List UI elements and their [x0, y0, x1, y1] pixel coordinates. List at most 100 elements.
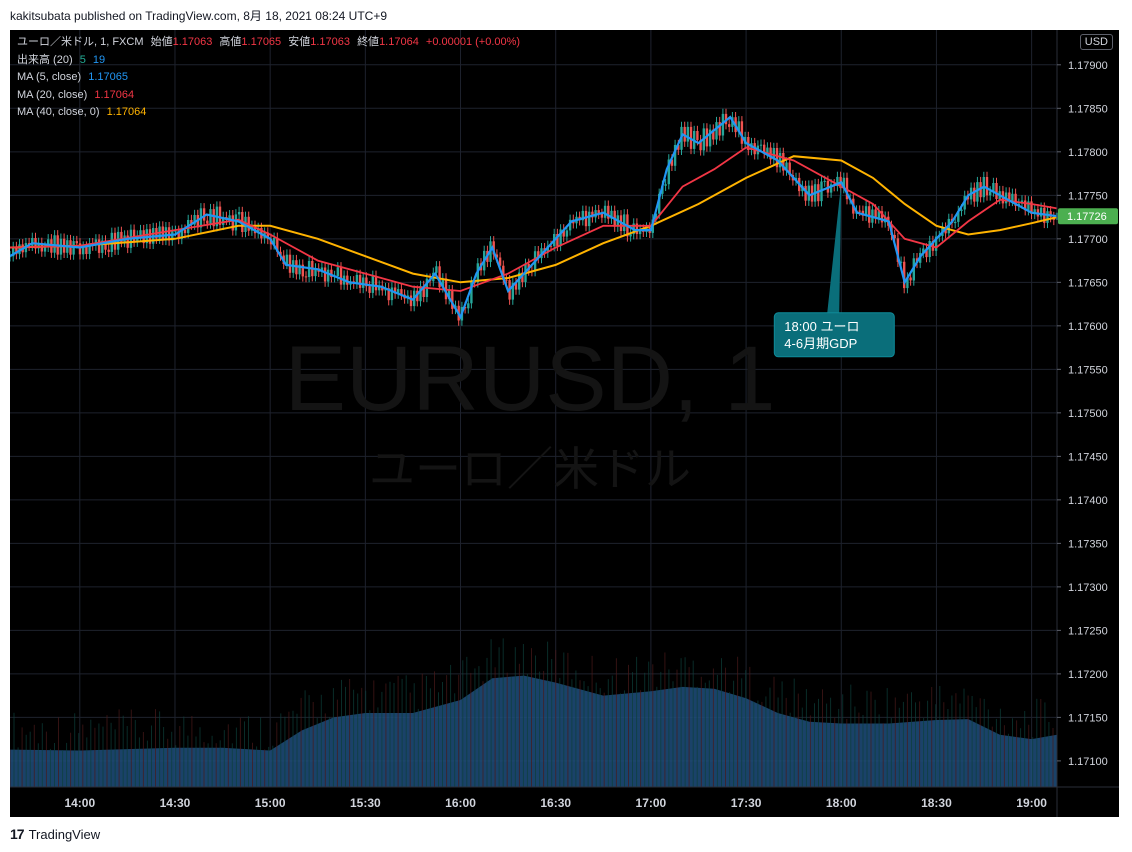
candle-body	[778, 153, 782, 168]
candle-body	[989, 191, 992, 196]
candle-body	[944, 227, 947, 234]
ma40-line	[10, 155, 1058, 284]
candle-body	[206, 220, 209, 224]
candle-body	[355, 274, 359, 284]
candle-body	[1033, 209, 1036, 214]
price-tick-label: 1.17850	[1068, 103, 1108, 115]
ma20-legend-row[interactable]: MA (20, close) 1.17064	[17, 87, 524, 105]
candle-body	[390, 287, 394, 301]
candle-body	[473, 281, 476, 283]
time-tick-label: 14:00	[64, 796, 95, 810]
candle-body	[75, 241, 78, 244]
price-tick-label: 1.17600	[1068, 321, 1108, 333]
candle-body	[1024, 200, 1027, 211]
candle-body	[588, 211, 591, 227]
time-tick-label: 18:30	[921, 796, 952, 810]
candle-body	[234, 214, 238, 231]
currency-badge[interactable]: USD	[1079, 34, 1113, 50]
symbol-label[interactable]: ユーロ／米ドル, 1, FXCM	[17, 36, 144, 48]
candle-body	[498, 257, 502, 266]
chart-panel[interactable]: EURUSD, 1 ユーロ／米ドル 1.17900 1.17850 1.17800 1.1…	[10, 30, 1119, 817]
ma40-legend-row[interactable]: MA (40, close, 0) 1.17064	[17, 104, 524, 122]
candle-body	[231, 215, 234, 231]
candle-body	[177, 230, 180, 239]
change-value: +0.00001 (+0.00%)	[425, 36, 521, 48]
volume-value-a: 5	[79, 53, 86, 66]
candle-body	[37, 242, 40, 249]
annotation-line2: 4-6月期GDP	[784, 336, 857, 351]
candle-body	[288, 254, 292, 273]
candle-body	[546, 245, 549, 253]
candle-body	[562, 229, 565, 237]
candle-body	[728, 124, 731, 127]
candle-body	[603, 205, 607, 218]
candle-body	[610, 210, 613, 219]
candle-body	[323, 267, 327, 282]
candle-body	[1027, 201, 1030, 211]
candle-body	[387, 288, 390, 301]
candle-body	[314, 268, 317, 277]
candle-body	[518, 272, 521, 290]
candle-body	[237, 212, 241, 215]
watermark-symbol: EURUSD, 1	[285, 328, 776, 430]
candle-body	[279, 251, 282, 256]
candle-body	[712, 129, 715, 140]
annotation-line1: 18:00 ユーロ	[784, 319, 859, 334]
candle-body	[960, 209, 963, 211]
candle-body	[132, 229, 136, 242]
time-tick-label: 14:30	[160, 796, 191, 810]
candle-body	[877, 211, 880, 219]
candle-body	[18, 244, 21, 255]
candle-body	[581, 210, 584, 221]
last-price-badge	[1058, 208, 1118, 225]
candle-body	[721, 113, 725, 136]
time-tick-label: 16:30	[540, 796, 571, 810]
annotation-box[interactable]	[773, 312, 895, 358]
candle-body	[492, 241, 495, 255]
candle-body	[104, 240, 107, 250]
candle-body	[451, 290, 454, 309]
volume-legend-row[interactable]: 出来高 (20) 5 19	[17, 52, 524, 70]
volume-area	[10, 675, 1057, 787]
candle-body	[903, 261, 906, 289]
candle-body	[766, 147, 769, 154]
candle-body	[638, 229, 642, 235]
candle-body	[190, 220, 193, 225]
candle-body	[301, 264, 304, 277]
price-tick-label: 1.17550	[1068, 364, 1108, 376]
time-tick-label: 15:00	[255, 796, 286, 810]
candle-body	[15, 247, 18, 255]
candle-body	[699, 140, 702, 151]
ma5-legend-row[interactable]: MA (5, close) 1.17065	[17, 69, 524, 87]
candle-body	[922, 248, 925, 253]
candle-body	[43, 246, 47, 252]
footer-brand: TradingView	[28, 826, 101, 842]
ma40-label: MA (40, close, 0)	[17, 106, 100, 118]
candle-body	[1008, 192, 1011, 201]
candle-body	[1049, 211, 1052, 218]
volume-label: 出来高 (20)	[17, 53, 73, 66]
candle-body	[438, 266, 441, 288]
candle-body	[537, 251, 540, 259]
price-tick-label: 1.17300	[1068, 582, 1108, 594]
candle-body	[82, 246, 85, 255]
price-chart[interactable]: EURUSD, 1 ユーロ／米ドル 1.17900 1.17850 1.17800 1.1…	[10, 30, 1119, 817]
candle-body	[909, 277, 912, 281]
candle-body	[654, 213, 658, 220]
time-tick-label: 17:00	[636, 796, 667, 810]
candle-body	[435, 266, 438, 273]
candle-body	[31, 238, 34, 246]
candle-body	[298, 264, 301, 275]
candle-body	[85, 246, 88, 254]
candle-body	[470, 281, 473, 304]
candle-body	[670, 159, 674, 166]
candle-body	[1039, 207, 1043, 217]
candle-body	[683, 126, 686, 142]
candle-body	[193, 215, 196, 225]
candle-body	[823, 180, 826, 182]
candle-body	[78, 243, 82, 255]
time-tick-label: 15:30	[350, 796, 381, 810]
candle-body	[448, 290, 451, 300]
candle-body	[600, 213, 604, 218]
candle-body	[556, 234, 559, 246]
